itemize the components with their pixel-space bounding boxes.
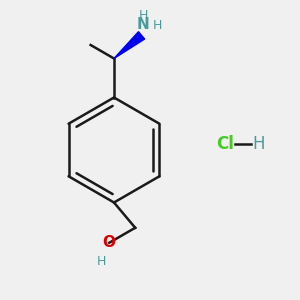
Text: Cl: Cl — [216, 135, 234, 153]
Text: O: O — [103, 235, 116, 250]
Text: H: H — [153, 20, 162, 32]
Text: H: H — [97, 255, 106, 268]
Text: H: H — [252, 135, 265, 153]
Polygon shape — [114, 32, 145, 58]
Text: H: H — [138, 9, 148, 22]
Text: N: N — [137, 17, 149, 32]
